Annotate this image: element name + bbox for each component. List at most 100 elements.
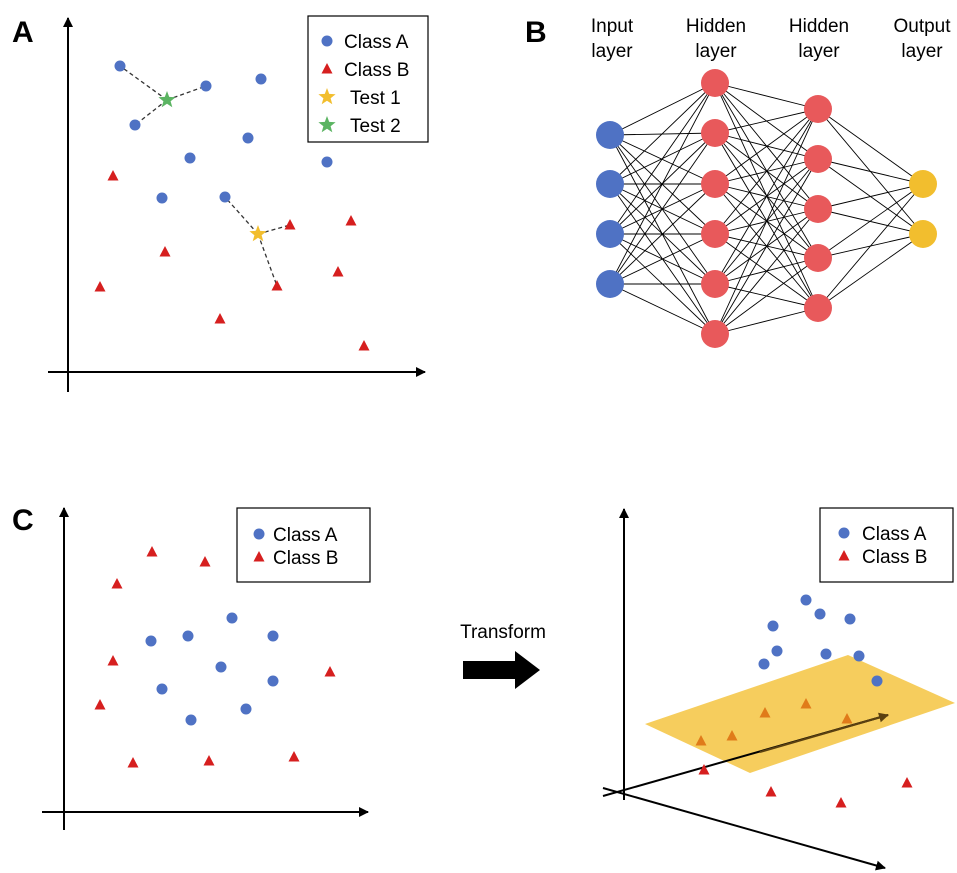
network-connection [714,82,819,110]
legend-a-class-b: Class B [344,60,409,81]
legend-c-right-class-a: Class A [862,524,927,545]
panel-c-letter: C [12,504,34,537]
class-a-point [267,675,279,687]
layer-4-label-line1: Output [893,16,951,37]
layer-4-label-line2: layer [901,41,943,62]
panel-c-left-points [94,546,336,768]
separating-plane [645,655,955,773]
legend-class-b-marker [321,63,333,74]
class-a-point [814,608,826,620]
class-a-point [240,703,252,715]
legend-class-b-marker [838,550,850,561]
panel-b: B Input layer Hidden layer Hidden layer … [525,16,951,348]
hidden-neuron [804,244,832,272]
class-a-point [114,60,126,72]
legend-class-a-marker [838,527,850,539]
test-1-link [257,224,291,235]
class-b-point [111,578,123,589]
class-a-point [771,645,783,657]
legend-c-left-class-a: Class A [273,525,338,546]
class-a-point [184,152,196,164]
legend-a-test-2: Test 2 [350,116,401,137]
class-a-point [758,658,770,670]
class-b-point [271,280,283,291]
legend-c-right-class-b: Class B [862,547,927,568]
hidden-neuron [701,270,729,298]
class-a-point [853,650,865,662]
transform-arrow-icon [463,651,540,689]
hidden-neuron [701,170,729,198]
network-connection [609,132,716,285]
panel-c-right-horizontal-axis-tip [759,712,889,753]
network-connection [609,233,716,285]
legend-c-left-class-b: Class B [273,548,338,569]
class-a-point [871,675,883,687]
class-b-point [759,707,771,718]
test-1-link [224,196,259,235]
network-connection [609,134,716,285]
network-connection [609,283,716,335]
layer-2-label-line1: Hidden [686,16,746,37]
network-connection [609,82,716,136]
class-b-point [698,764,710,775]
class-b-point [765,786,777,797]
network-connections [609,82,924,335]
layer-3-label-line2: layer [798,41,840,62]
class-a-point [200,80,212,92]
class-b-point [107,170,119,181]
class-a-point [267,630,279,642]
hidden-neuron [804,145,832,173]
transform-label: Transform [460,622,546,643]
test-2-link [119,65,168,101]
panel-c-right-depth-axis [602,787,886,871]
hidden-neuron [804,195,832,223]
legend-test-2-marker [318,116,336,133]
network-connection [609,82,716,235]
legend-class-a-marker [253,528,265,540]
network-connection [714,108,819,285]
class-a-point [182,630,194,642]
hidden-neuron [701,320,729,348]
panel-a-legend: Class A Class B Test 1 Test 2 [307,15,429,143]
hidden-neuron [701,119,729,147]
network-connection [817,108,924,185]
class-a-point [820,648,832,660]
layer-1-label-line1: Input [591,16,634,37]
network-connection [714,307,819,335]
network-connection [817,183,924,210]
network-connection [609,82,716,185]
network-connection [817,183,924,259]
panel-c-left-legend-box [236,507,371,583]
class-a-point [255,73,267,85]
class-b-point [726,730,738,741]
class-a-point [185,714,197,726]
network-connection [609,134,716,235]
class-b-point [159,246,171,257]
transform-arrow-group: Transform [460,622,546,689]
hidden-neuron [804,95,832,123]
legend-test-1-marker [318,88,336,105]
class-a-point [215,661,227,673]
legend-class-b-marker [253,551,265,562]
class-a-point [156,683,168,695]
class-b-point [358,340,370,351]
class-b-point [94,699,106,710]
output-neuron [909,220,937,248]
network-connection [817,158,924,185]
class-b-point [284,219,296,230]
class-a-point [145,635,157,647]
class-a-point [226,612,238,624]
panel-c-right-legend-box [819,507,954,583]
class-a-point [767,620,779,632]
input-neuron [596,270,624,298]
test-2-link [134,99,168,126]
class-b-point [345,215,357,226]
class-b-point [94,281,106,292]
class-b-point [835,797,847,808]
network-connection [714,257,819,335]
hidden-neuron [701,69,729,97]
panel-c-left: C Class A Class B [12,504,371,830]
class-a-point [844,613,856,625]
panel-a-neighbor-links [119,65,291,287]
